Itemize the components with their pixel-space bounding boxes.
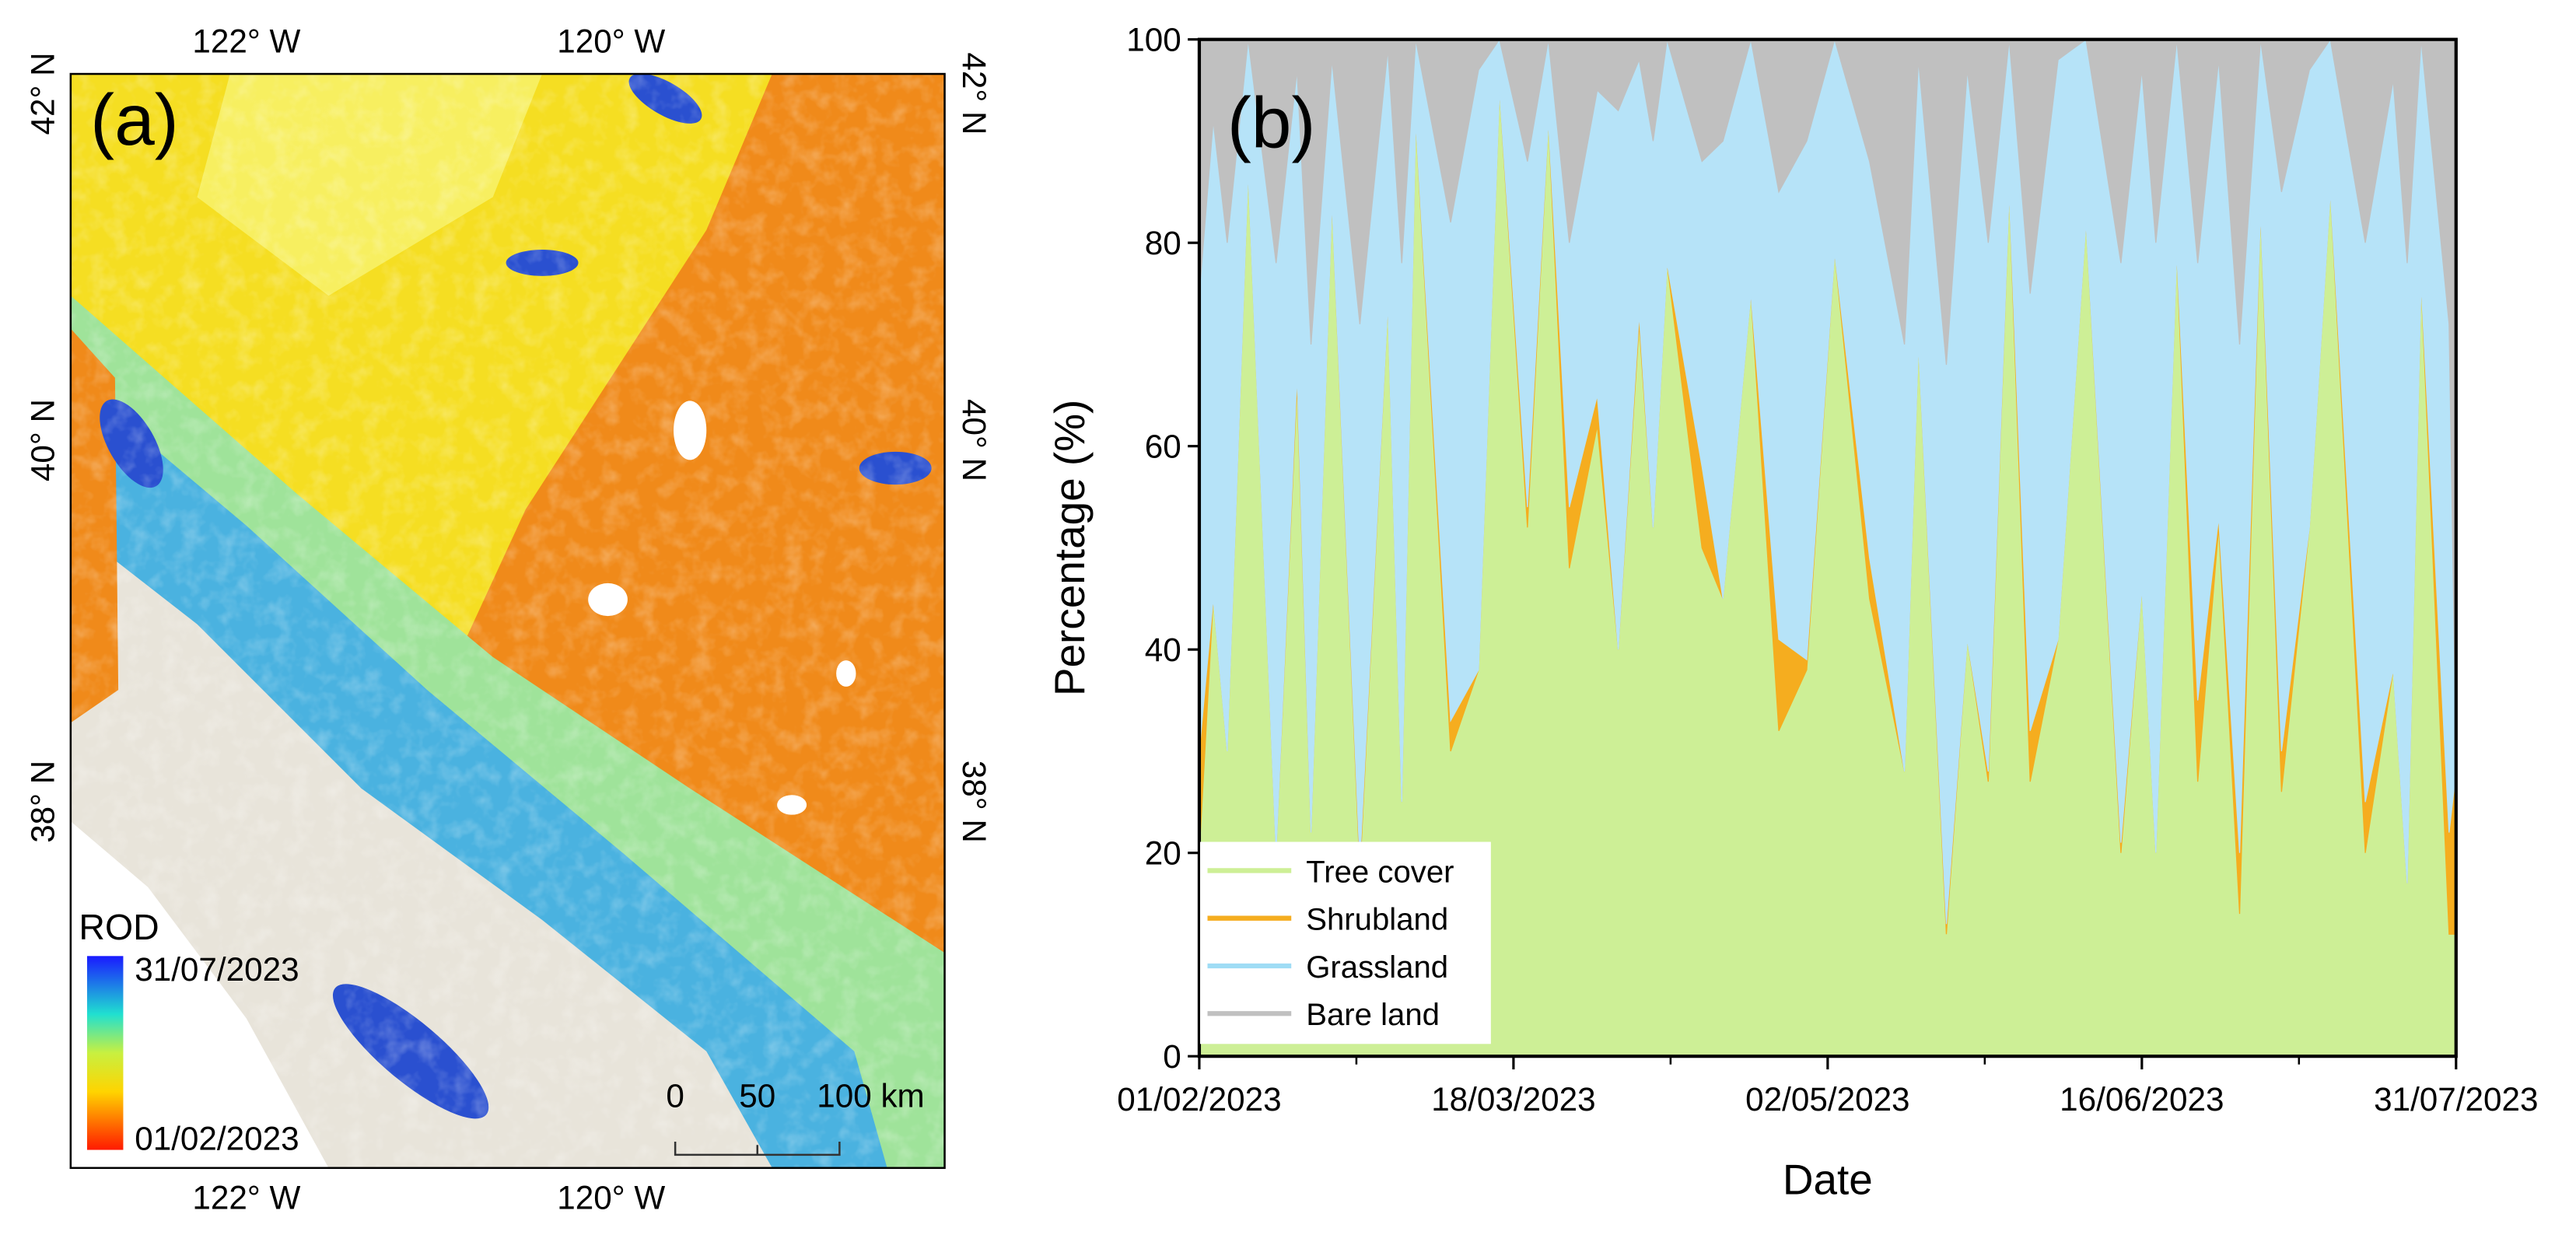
legend-box xyxy=(1199,841,1491,1044)
legend-label: Grassland xyxy=(1306,950,1448,985)
panel-label: (b) xyxy=(1227,82,1316,163)
legend-label: Bare land xyxy=(1306,997,1440,1032)
colorbar xyxy=(86,956,124,1150)
y-tick-label: 60 xyxy=(1145,428,1181,464)
y-axis-title: Percentage (%) xyxy=(1045,400,1094,696)
map-panel: (a) 122° W 120° W 122° W 120° W 42° N 40… xyxy=(25,23,992,1216)
x-tick-label: 02/05/2023 xyxy=(1745,1081,1909,1118)
legend-title: ROD xyxy=(79,907,159,947)
lat-label: 40° N xyxy=(956,399,992,481)
x-tick-label: 31/07/2023 xyxy=(2374,1081,2538,1118)
lat-label: 38° N xyxy=(956,761,992,843)
x-tick-label: 16/06/2023 xyxy=(2060,1081,2224,1118)
scale-bar xyxy=(674,1141,841,1156)
y-tick-label: 0 xyxy=(1163,1038,1181,1075)
lon-label: 122° W xyxy=(192,1180,300,1216)
lat-label: 38° N xyxy=(25,761,61,843)
x-tick-label: 01/02/2023 xyxy=(1117,1081,1281,1118)
panel-label: (a) xyxy=(90,79,179,160)
lon-label: 122° W xyxy=(192,23,300,60)
chart-panel: 0 20 40 60 80 100 01/02/2023 18/03/2023 02/05/20… xyxy=(1045,21,2538,1203)
map-frame xyxy=(69,72,946,1170)
y-tick-label: 20 xyxy=(1145,834,1181,871)
lat-label: 40° N xyxy=(25,399,61,481)
scale-label: 50 xyxy=(739,1078,775,1114)
lon-label: 120° W xyxy=(557,1180,665,1216)
colorbar-min: 01/02/2023 xyxy=(135,1121,299,1157)
scale-label: 0 xyxy=(666,1078,684,1114)
lat-label: 42° N xyxy=(25,52,61,135)
lon-label: 120° W xyxy=(557,23,665,60)
lat-label: 42° N xyxy=(956,52,992,135)
map-image xyxy=(70,74,945,1168)
y-tick-label: 100 xyxy=(1126,21,1181,58)
legend-label: Shrubland xyxy=(1306,902,1448,937)
colorbar-max: 31/07/2023 xyxy=(135,951,299,988)
x-tick-label: 18/03/2023 xyxy=(1431,1081,1595,1118)
x-axis-title: Date xyxy=(1783,1156,1873,1204)
y-tick-label: 40 xyxy=(1145,631,1181,668)
legend-label: Tree cover xyxy=(1306,854,1454,889)
y-tick-label: 80 xyxy=(1145,225,1181,261)
scale-label: 100 km xyxy=(817,1078,925,1114)
